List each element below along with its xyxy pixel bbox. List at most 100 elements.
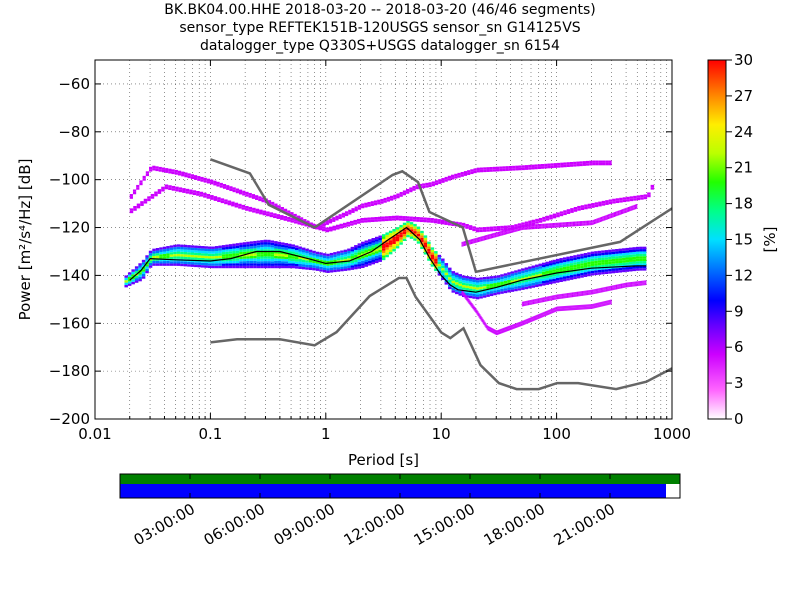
ppsd-cell [157,191,162,194]
ppsd-cell [468,276,473,280]
ppsd-cell [423,247,428,250]
ppsd-cell [227,200,232,203]
ppsd-cell [586,220,589,224]
colorbar-tick-label: 27 [734,87,753,105]
y-tick-label: −120 [49,219,90,237]
ppsd-cell [473,308,475,311]
ppsd-cell [607,288,609,292]
ppsd-cell [622,197,627,200]
ppsd-cell [549,214,553,218]
ppsd-cell [473,168,477,171]
ppsd-cell [580,205,585,208]
ppsd-cell [420,230,424,234]
ppsd-cell [469,239,471,242]
ppsd-cell [196,191,200,194]
ppsd-cell [500,231,502,234]
ppsd-cell [621,285,623,289]
ppsd-cell [161,189,165,192]
ppsd-cell [409,187,413,190]
ppsd-cell [412,219,417,222]
ppsd-cell [505,168,509,171]
ppsd-cell [385,234,389,238]
colorbar-tick-label: 0 [734,410,744,428]
ppsd-cell [570,292,572,295]
chart-title-line-1: BK.BK04.00.HHE 2018-03-20 -- 2018-03-20 … [164,2,596,18]
ppsd-cell [566,275,570,279]
ppsd-cell [332,228,336,231]
ppsd-cell [412,216,417,220]
ppsd-cell [538,266,543,269]
ppsd-cell [305,262,309,266]
ppsd-cell [517,228,519,232]
ppsd-cell [222,184,227,187]
ppsd-cell [586,306,588,310]
ppsd-cell [608,264,612,267]
ppsd-cell [528,278,532,282]
ppsd-cell [262,212,267,216]
ppsd-cell [217,197,221,200]
ppsd-cell [503,278,508,281]
ppsd-cell [523,303,525,307]
ppsd-cell [259,212,263,215]
ppsd-cell [201,246,205,249]
ppsd-cell [385,249,389,253]
ppsd-cell [573,161,577,165]
colorbar-tick-label: 3 [734,374,744,392]
ppsd-cell [570,210,574,213]
ppsd-cell [433,218,438,221]
ppsd-cell [573,221,576,224]
ppsd-cell [197,176,201,179]
ppsd-cell [556,222,558,226]
ppsd-cell [457,172,461,176]
ppsd-cell [194,257,198,260]
ppsd-cell [540,223,542,227]
ppsd-cell [503,327,505,331]
ppsd-cell [131,279,135,282]
ppsd-cell [569,308,571,311]
ppsd-cell [525,319,527,322]
ppsd-cell [173,261,177,264]
ppsd-cell [596,288,598,292]
ppsd-cell [562,262,567,265]
ppsd-cell [555,225,557,228]
ppsd-cell [461,222,466,226]
ppsd-cell [493,226,497,229]
ppsd-cell [581,307,583,310]
ppsd-cell [545,296,547,300]
ppsd-cell [614,287,616,290]
ppsd-cell [246,263,250,266]
ppsd-cell [634,204,637,207]
ppsd-cell [577,294,579,297]
ppsd-cell [290,220,295,223]
ppsd-cell [489,326,491,330]
ppsd-cell [471,305,473,308]
ppsd-cell [465,288,469,291]
ppsd-cell [270,261,275,264]
ppsd-cell [566,164,570,168]
ppsd-cell [511,227,514,231]
ppsd-cell [601,255,605,258]
ppsd-cell [577,291,579,295]
ppsd-cell [241,204,246,208]
ppsd-cell [622,209,624,212]
ppsd-cell [368,241,372,245]
ppsd-cell [489,293,494,297]
colorbar [707,59,727,420]
ppsd-cell [354,208,358,212]
ppsd-cell [409,236,414,239]
ppsd-cell [301,250,306,253]
ppsd-cell [558,222,560,225]
ppsd-cell [576,163,580,167]
ppsd-cell [190,174,194,177]
ppsd-cell [597,302,599,306]
ppsd-cell [608,286,610,289]
ppsd-cell [468,290,473,294]
ppsd-cell [221,265,226,269]
ppsd-cell [194,255,198,258]
ppsd-cell [619,197,623,201]
ppsd-cell [197,250,202,253]
ppsd-cell [485,325,487,329]
ppsd-cell [632,251,636,255]
ppsd-cell [532,299,534,302]
ppsd-cell [545,299,546,302]
